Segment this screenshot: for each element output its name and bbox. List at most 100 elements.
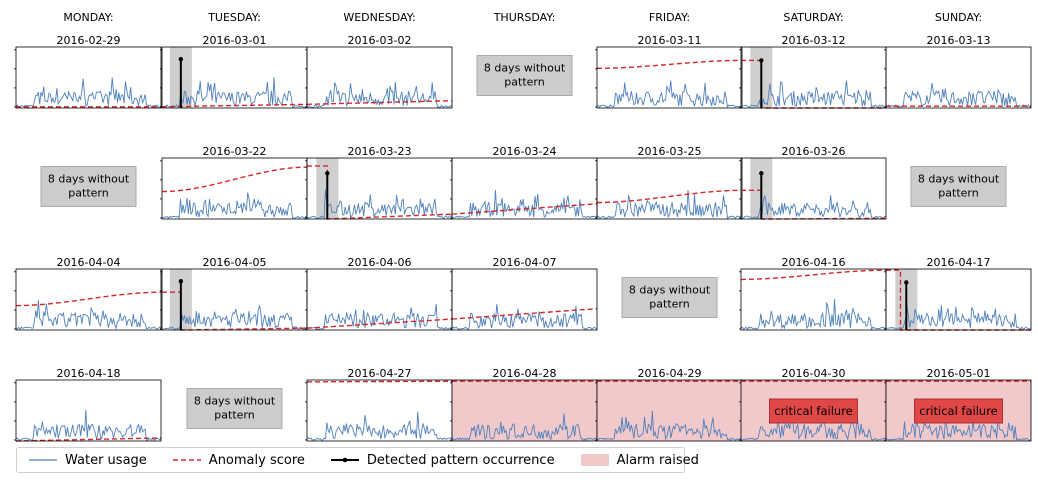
panel-2016-04-28: 2016-04-28 [450, 367, 598, 442]
panel-title: 2016-03-23 [348, 145, 412, 158]
anomaly-score-line [306, 100, 453, 105]
panel-frame [885, 46, 1032, 109]
gap-box-line1: 8 days without [918, 173, 1000, 186]
panel-title: 2016-03-01 [203, 34, 267, 47]
panel-2016-03-22: 2016-03-22 [160, 145, 308, 220]
water-usage-line [161, 77, 308, 108]
legend-label-water: Water usage [65, 452, 147, 468]
water-usage-line [596, 189, 743, 220]
day-header-6: SUNDAY: [935, 11, 982, 24]
panel-2016-03-25: 2016-03-25 [595, 145, 743, 220]
legend-item-alarm: Alarm raised [580, 452, 699, 468]
panel-title: 2016-03-26 [782, 145, 846, 158]
gap-box-bg [621, 277, 718, 318]
panel-title: 2016-03-13 [927, 34, 991, 47]
anomaly-score-line [16, 291, 161, 307]
day-header-4: FRIDAY: [649, 11, 690, 24]
water-usage-line [596, 410, 743, 442]
gap-box-line2: pattern [504, 76, 544, 89]
gap-box-line2: pattern [68, 187, 108, 200]
panel-title: 2016-03-02 [348, 34, 412, 47]
critical-failure-label: critical failure [919, 404, 998, 418]
panel-frame [740, 157, 887, 220]
panel-2016-03-12: 2016-03-12 [739, 34, 887, 109]
panel-title: 2016-05-01 [927, 367, 991, 380]
panel-2016-04-07: 2016-04-07 [450, 256, 598, 331]
panel-title: 2016-03-24 [493, 145, 557, 158]
panel-frame [451, 268, 598, 331]
anomaly-score-line [161, 103, 308, 108]
panel-title: 2016-04-29 [638, 367, 702, 380]
water-usage-line [15, 410, 162, 441]
panel-title: 2016-04-17 [927, 256, 991, 269]
panel-frame [885, 379, 1032, 442]
water-usage-line [596, 80, 743, 109]
panel-2016-04-16: 2016-04-16 [739, 256, 887, 331]
panel-title: 2016-02-29 [57, 34, 121, 47]
day-header-0: MONDAY: [63, 11, 113, 24]
panel-2016-04-05: 2016-04-05 [160, 256, 308, 331]
pattern-marker [759, 58, 764, 63]
gap-box-line1: 8 days without [48, 173, 130, 186]
panel-title: 2016-03-25 [638, 145, 702, 158]
pattern-marker [759, 171, 764, 176]
water-usage-line [740, 80, 887, 108]
panel-title: 2016-03-22 [203, 145, 267, 158]
anomaly-score-line [307, 380, 452, 383]
panel-title: 2016-04-16 [782, 256, 846, 269]
panel-2016-03-11: 2016-03-11 [595, 34, 743, 109]
anomaly-score-line [451, 307, 598, 320]
gap-box-line1: 8 days without [194, 395, 276, 408]
panel-2016-03-13: 2016-03-13 [884, 34, 1032, 109]
water-usage-line [740, 412, 887, 441]
anomaly-score-line [451, 203, 598, 215]
anomaly-score-line [306, 318, 453, 329]
panel-frame [15, 46, 162, 109]
critical-failure-label: critical failure [774, 404, 853, 418]
day-header-5: SATURDAY: [783, 11, 843, 24]
legend-label-anomaly: Anomaly score [208, 452, 305, 468]
panel-title: 2016-04-06 [348, 256, 412, 269]
gap-box-bg [186, 388, 283, 429]
gap-box-bg [910, 166, 1007, 207]
water-usage-line [161, 192, 308, 220]
legend: Water usage Anomaly score Detected patte… [16, 447, 699, 473]
alarm-legend-swatch [580, 454, 609, 466]
pattern-marker [904, 280, 909, 285]
panel-title: 2016-04-27 [348, 367, 412, 380]
anomaly-score-line [15, 437, 162, 442]
panel-2016-05-01: 2016-05-01 critical failure [884, 367, 1032, 442]
gap-box-line2: pattern [938, 187, 978, 200]
legend-label-alarm: Alarm raised [616, 452, 699, 468]
gap-box-line1: 8 days without [629, 284, 711, 297]
panel-title: 2016-03-11 [638, 34, 702, 47]
critical-failure-badge [914, 398, 1003, 424]
water-usage-line [451, 304, 598, 330]
legend-item-pattern: Detected pattern occurrence [330, 453, 555, 468]
panel-2016-03-01: 2016-03-01 [160, 34, 308, 109]
panel-2016-04-06: 2016-04-06 [305, 256, 453, 331]
water-usage-line [451, 413, 598, 442]
anomaly-legend-swatch [172, 459, 201, 461]
panel-title: 2016-04-28 [493, 367, 557, 380]
pattern-marker [325, 171, 330, 176]
pattern-legend-swatch [330, 457, 359, 463]
water-usage-line [740, 194, 887, 220]
water-usage-line [161, 305, 308, 331]
panel-2016-04-04: 2016-04-04 [14, 256, 162, 331]
panel-title: 2016-04-04 [57, 256, 121, 269]
panel-2016-03-23: 2016-03-23 [305, 145, 453, 220]
panel-title: 2016-04-30 [782, 367, 846, 380]
water-usage-line [15, 300, 162, 330]
legend-item-anomaly: Anomaly score [172, 452, 305, 468]
day-header-1: TUESDAY: [207, 11, 261, 24]
panel-2016-04-27: 2016-04-27 [305, 367, 453, 442]
water-usage-line [306, 189, 452, 220]
panel-2016-03-02: 2016-03-02 [305, 34, 453, 109]
day-header-2: WEDNESDAY: [343, 11, 415, 24]
